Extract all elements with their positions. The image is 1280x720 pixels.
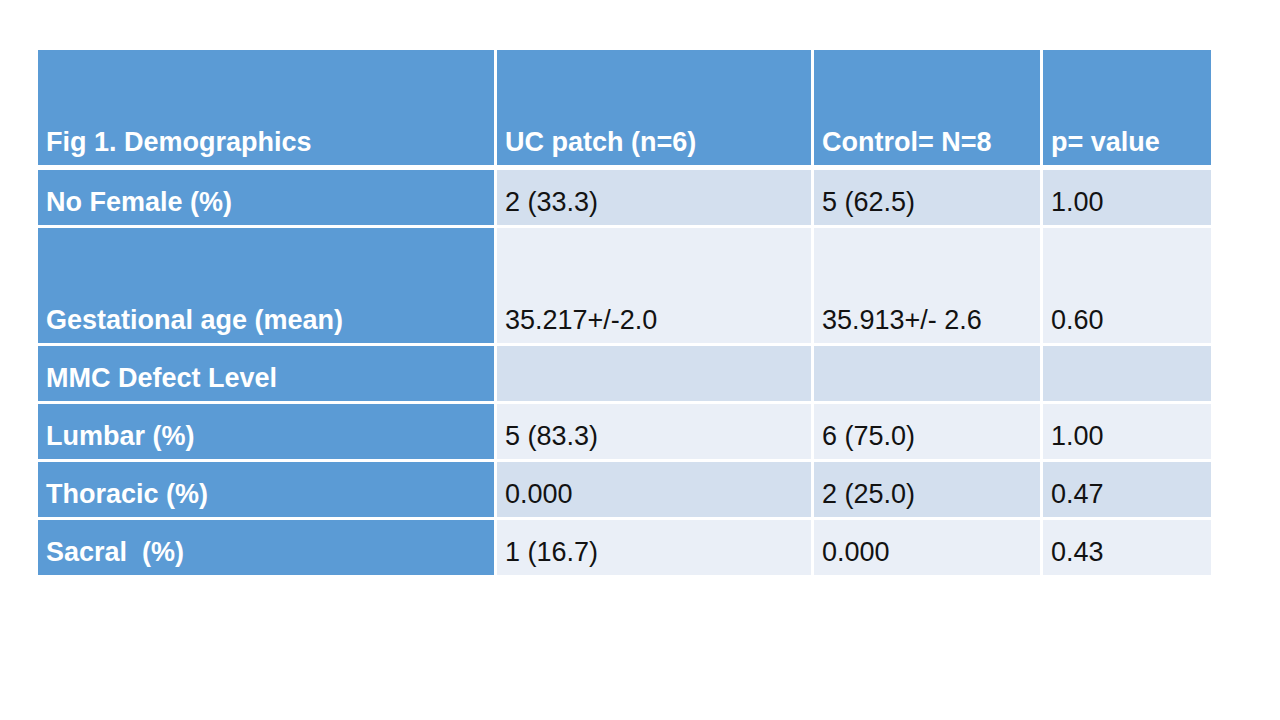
value-cell: 5 (62.5) <box>814 170 1040 225</box>
value-cell: 0.000 <box>497 462 811 517</box>
value-cell: 35.913+/- 2.6 <box>814 228 1040 343</box>
row-label-cell: Lumbar (%) <box>38 404 494 459</box>
value-cell: 2 (33.3) <box>497 170 811 225</box>
column-header-uc-patch: UC patch (n=6) <box>497 50 811 167</box>
row-label-cell: MMC Defect Level <box>38 346 494 401</box>
column-header-control: Control= N=8 <box>814 50 1040 167</box>
row-label-cell: Gestational age (mean) <box>38 228 494 343</box>
value-cell: 2 (25.0) <box>814 462 1040 517</box>
value-cell: 0.43 <box>1043 520 1211 575</box>
table-row: Sacral (%) 1 (16.7) 0.000 0.43 <box>38 520 1211 575</box>
table-row: MMC Defect Level <box>38 346 1211 401</box>
value-cell: 1.00 <box>1043 404 1211 459</box>
row-label-cell: Sacral (%) <box>38 520 494 575</box>
table-row: Thoracic (%) 0.000 2 (25.0) 0.47 <box>38 462 1211 517</box>
table-title-cell: Fig 1. Demographics <box>38 50 494 167</box>
value-cell: 5 (83.3) <box>497 404 811 459</box>
value-cell: 0.47 <box>1043 462 1211 517</box>
column-header-p-value: p= value <box>1043 50 1211 167</box>
table-row: Lumbar (%) 5 (83.3) 6 (75.0) 1.00 <box>38 404 1211 459</box>
value-cell: 35.217+/-2.0 <box>497 228 811 343</box>
value-cell: 6 (75.0) <box>814 404 1040 459</box>
value-cell: 1.00 <box>1043 170 1211 225</box>
value-cell: 0.60 <box>1043 228 1211 343</box>
header-row: Fig 1. Demographics UC patch (n=6) Contr… <box>38 50 1211 167</box>
value-cell: 1 (16.7) <box>497 520 811 575</box>
table-row: Gestational age (mean) 35.217+/-2.0 35.9… <box>38 228 1211 343</box>
table-row: No Female (%) 2 (33.3) 5 (62.5) 1.00 <box>38 170 1211 225</box>
value-cell <box>1043 346 1211 401</box>
row-label-cell: No Female (%) <box>38 170 494 225</box>
demographics-table: Fig 1. Demographics UC patch (n=6) Contr… <box>35 47 1214 578</box>
value-cell: 0.000 <box>814 520 1040 575</box>
row-label-cell: Thoracic (%) <box>38 462 494 517</box>
demographics-table-container: Fig 1. Demographics UC patch (n=6) Contr… <box>35 47 1214 578</box>
slide-background: Fig 1. Demographics UC patch (n=6) Contr… <box>0 0 1280 720</box>
value-cell <box>814 346 1040 401</box>
value-cell <box>497 346 811 401</box>
